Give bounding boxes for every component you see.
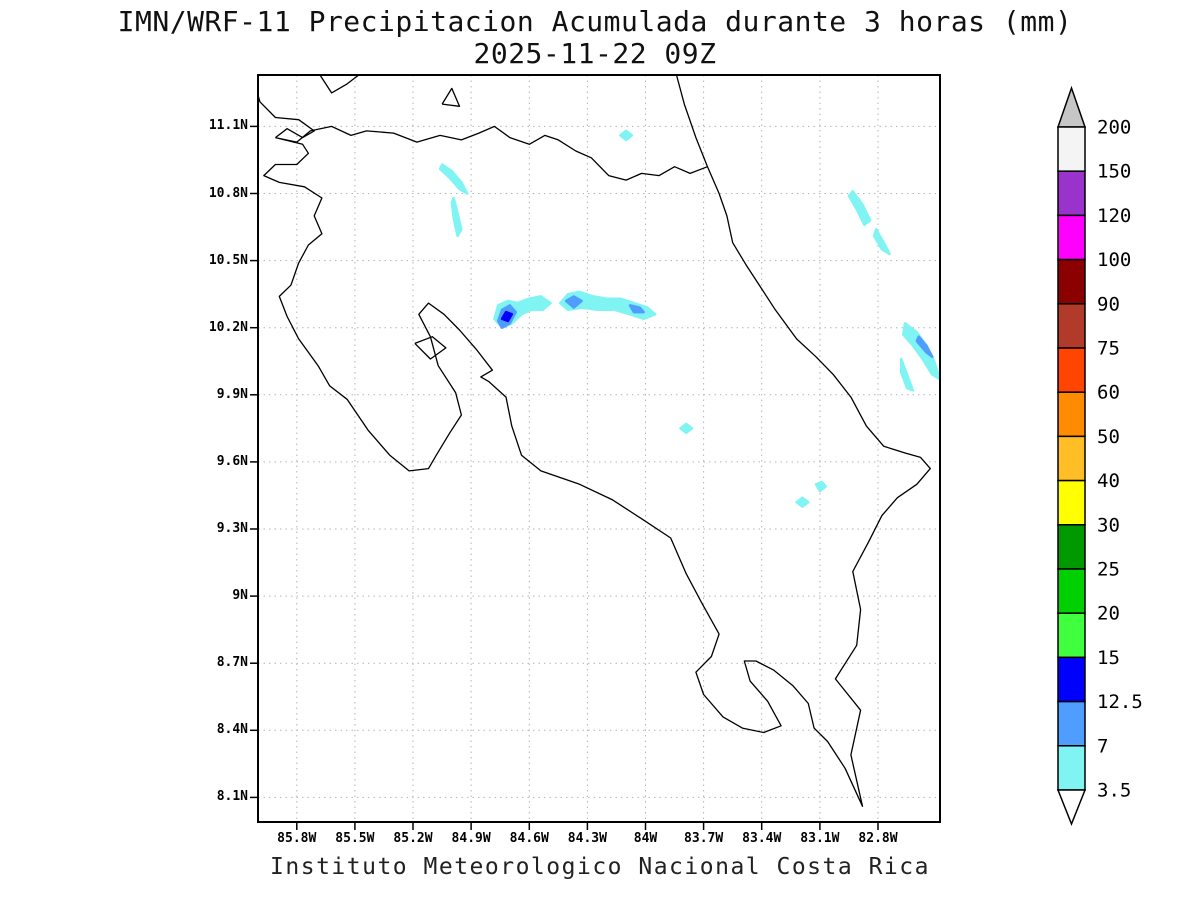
lon-tick-label: 84.3W: [567, 831, 607, 846]
lat-tick-label: 9.3N: [216, 521, 248, 536]
precip-patch: [679, 422, 694, 435]
colorbar-segment: [1057, 568, 1086, 614]
lat-tick-label: 9.9N: [216, 386, 248, 402]
colorbar-label: 120: [1097, 205, 1131, 227]
precip-patch: [559, 290, 657, 321]
colorbar-segment: [1057, 435, 1086, 482]
lon-tick-label: 85.8W: [277, 831, 317, 846]
precip-patch: [915, 335, 934, 359]
colorbar-label: 40: [1097, 470, 1120, 492]
colorbar-segment: [1057, 479, 1086, 526]
colorbar-arrow-above: [1056, 85, 1087, 128]
colorbar-label: 150: [1097, 161, 1131, 183]
lon-tick-label: 83.4W: [742, 831, 782, 846]
precip-patch: [847, 190, 872, 227]
lat-tick-label: 10.8N: [208, 185, 248, 201]
lat-tick-label: 8.1N: [216, 789, 248, 805]
lon-tick-label: 85.5W: [335, 831, 375, 846]
colorbar-segment: [1057, 303, 1086, 349]
precip-patch: [872, 228, 891, 256]
colorbar-label: 25: [1097, 559, 1120, 581]
colorbar-segment: [1057, 170, 1086, 217]
colorbar-segment: [1057, 214, 1086, 261]
colorbar-arrow-below: [1056, 789, 1087, 827]
coastline: [675, 74, 709, 167]
precip-patch: [450, 196, 463, 238]
colorbar-label: 15: [1097, 647, 1120, 669]
lat-tick-label: 11.1N: [208, 118, 248, 134]
chart-title: IMN/WRF-11 Precipitacion Acumulada duran…: [117, 5, 1073, 38]
colorbar-label: 100: [1097, 249, 1131, 271]
coastline: [414, 336, 447, 360]
colorbar-segment: [1057, 700, 1086, 747]
costa-rica-precip-map: [250, 74, 942, 830]
colorbar-label: 7: [1097, 735, 1108, 757]
colorbar-segment: [1057, 347, 1086, 393]
colorbar-label: 75: [1097, 338, 1120, 360]
colorbar-segment: [1057, 391, 1086, 438]
colorbar-label: 90: [1097, 293, 1120, 315]
lat-tick-label: 9N: [232, 588, 248, 604]
lon-tick-label: 85.2W: [393, 831, 433, 846]
lon-tick-label: 84W: [633, 831, 658, 846]
precip-patch: [795, 496, 810, 508]
precip-patch: [564, 295, 583, 309]
coastline: [319, 74, 360, 94]
lat-tick-label: 8.4N: [216, 722, 248, 738]
lat-tick-label: 10.2N: [208, 319, 248, 335]
lat-tick-label: 8.7N: [216, 655, 248, 671]
chart-subtitle: 2025-11-22 09Z: [473, 37, 717, 70]
lat-tick-label: 10.5N: [208, 252, 248, 268]
colorbar-label: 20: [1097, 603, 1120, 625]
colorbar-label: 3.5: [1097, 780, 1131, 802]
lon-tick-label: 82.8W: [858, 831, 898, 846]
lat-tick-label: 9.6N: [216, 453, 248, 469]
colorbar-segment: [1057, 612, 1086, 659]
precip-patch: [814, 480, 827, 493]
caption: Instituto Meteorologico Nacional Costa R…: [270, 854, 930, 880]
map-frame: [257, 74, 941, 823]
precip-patch: [899, 357, 915, 392]
precip-patch: [901, 322, 942, 381]
lon-tick-label: 83.7W: [684, 831, 724, 846]
colorbar-segment: [1057, 126, 1086, 172]
precip-patch: [438, 163, 469, 195]
precip-patch: [500, 310, 514, 323]
lon-tick-label: 83.1W: [800, 831, 840, 846]
colorbar-segment: [1057, 524, 1086, 570]
precip-patch: [619, 129, 634, 142]
colorbar-label: 12.5: [1097, 691, 1143, 713]
colorbar-segment: [1057, 656, 1086, 703]
coastline: [263, 125, 931, 807]
lon-tick-label: 84.9W: [451, 831, 491, 846]
colorbar-label: 60: [1097, 382, 1120, 404]
colorbar-segment: [1057, 745, 1086, 791]
colorbar-label: 50: [1097, 426, 1120, 448]
coastline: [441, 87, 461, 107]
colorbar-segment: [1057, 258, 1086, 305]
colorbar-label: 200: [1097, 117, 1131, 139]
precip-patch: [628, 304, 645, 314]
coastline: [257, 94, 315, 139]
colorbar-label: 30: [1097, 514, 1120, 536]
colorbar: 200 150 120 100 90 75 60 50 40 30 25 20 15 12.5 7 3.5: [1056, 85, 1143, 827]
lon-tick-label: 84.6W: [509, 831, 549, 846]
